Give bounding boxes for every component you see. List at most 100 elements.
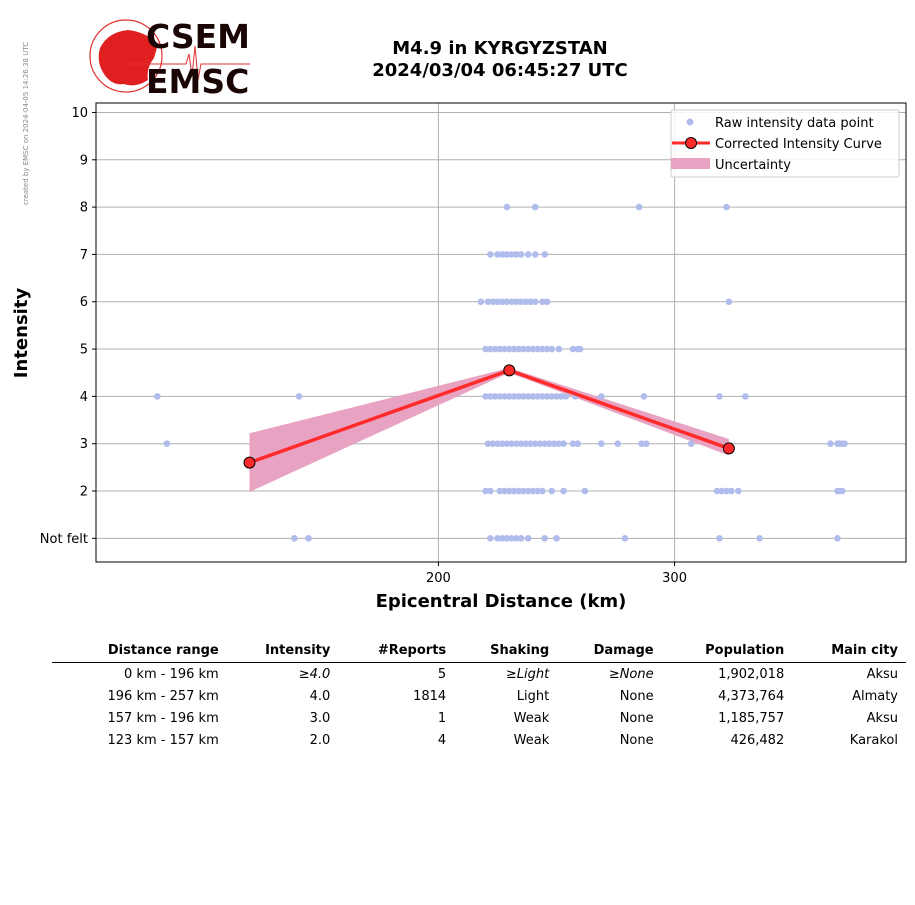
raw-data-point bbox=[524, 487, 532, 495]
raw-data-point bbox=[531, 298, 539, 306]
raw-data-point bbox=[496, 487, 504, 495]
plot-area bbox=[96, 103, 906, 562]
raw-data-point bbox=[482, 487, 489, 495]
raw-data-point bbox=[529, 487, 537, 495]
cell-shaking: ≥Light bbox=[505, 667, 550, 682]
table-row: 0 km - 196 km ≥4.0 5 ≥Light ≥None 1,902,… bbox=[52, 663, 906, 686]
legend-box bbox=[670, 109, 900, 178]
raw-data-point bbox=[640, 393, 648, 400]
cell-population: 1,185,757 bbox=[718, 711, 785, 726]
cell-shaking: Light bbox=[516, 689, 550, 704]
globe-icon bbox=[89, 19, 163, 93]
raw-data-point bbox=[635, 203, 643, 211]
raw-data-point bbox=[569, 440, 577, 448]
raw-data-point bbox=[557, 393, 565, 400]
y-tick-label: 10 bbox=[71, 106, 88, 121]
table-row: 196 km - 257 km 4.0 1814 Light None 4,37… bbox=[52, 685, 906, 707]
raw-data-point bbox=[154, 393, 161, 400]
raw-data-point bbox=[520, 345, 527, 353]
legend-curve-marker bbox=[685, 137, 697, 149]
cell-city: Almaty bbox=[852, 689, 898, 704]
raw-data-point bbox=[508, 535, 515, 542]
cell-population: 4,373,764 bbox=[718, 689, 785, 704]
y-tick-label: 9 bbox=[80, 153, 88, 168]
cell-reports: 1814 bbox=[413, 689, 447, 704]
raw-data-point bbox=[515, 487, 523, 495]
raw-data-point bbox=[517, 298, 525, 306]
raw-data-point bbox=[543, 393, 551, 400]
cell-range: 0 km - 196 km bbox=[124, 667, 219, 682]
x-tick-label: 200 bbox=[426, 571, 451, 586]
x-axis-label: Epicentral Distance (km) bbox=[376, 591, 627, 612]
raw-data-point bbox=[517, 535, 525, 542]
raw-data-point bbox=[756, 535, 763, 542]
cell-damage: None bbox=[619, 711, 654, 726]
y-tick-label: 4 bbox=[80, 390, 88, 405]
cell-range: 196 km - 257 km bbox=[107, 689, 219, 704]
cell-shaking: Weak bbox=[513, 733, 550, 748]
legend-raw-marker bbox=[686, 118, 694, 126]
raw-data-point bbox=[614, 440, 622, 448]
raw-data-point bbox=[725, 298, 733, 306]
raw-data-point bbox=[513, 440, 520, 448]
raw-data-point bbox=[498, 298, 506, 306]
y-tick-label: 8 bbox=[80, 201, 88, 216]
y-tick-label: 7 bbox=[80, 248, 88, 263]
cell-damage: None bbox=[619, 733, 654, 748]
cell-city: Karakol bbox=[849, 733, 898, 748]
header-intensity: Intensity bbox=[226, 640, 339, 663]
raw-data-point bbox=[498, 535, 506, 542]
header-damage: Damage bbox=[557, 640, 662, 663]
raw-data-point bbox=[834, 535, 841, 542]
raw-data-point bbox=[508, 440, 515, 448]
raw-data-point bbox=[489, 298, 497, 306]
raw-data-point bbox=[531, 440, 539, 448]
raw-data-point bbox=[574, 440, 582, 448]
raw-data-point bbox=[487, 487, 494, 495]
legend-uncertainty-label: Uncertainty bbox=[715, 158, 791, 173]
cell-range: 123 km - 157 km bbox=[107, 733, 219, 748]
raw-data-point bbox=[482, 345, 489, 353]
raw-data-point bbox=[539, 298, 546, 306]
raw-data-point bbox=[527, 298, 534, 306]
raw-data-point bbox=[560, 487, 567, 495]
cell-city: Aksu bbox=[866, 711, 898, 726]
raw-data-point bbox=[541, 251, 548, 258]
raw-data-point bbox=[581, 487, 589, 495]
y-tick-label: 3 bbox=[80, 437, 88, 452]
raw-data-point bbox=[482, 393, 489, 400]
raw-data-point bbox=[503, 440, 511, 448]
raw-data-point bbox=[598, 440, 605, 448]
raw-data-point bbox=[687, 440, 695, 448]
table-row: 123 km - 157 km 2.0 4 Weak None 426,482 … bbox=[52, 729, 906, 751]
raw-data-point bbox=[494, 535, 501, 542]
raw-points bbox=[154, 203, 848, 542]
table-row: 157 km - 196 km 3.0 1 Weak None 1,185,75… bbox=[52, 707, 906, 729]
intensity-chart: Not felt 2 3 4 5 6 7 8 9 10 200 300 Epicentral Dis… bbox=[11, 102, 907, 612]
raw-data-point bbox=[553, 393, 560, 400]
cell-intensity: 4.0 bbox=[309, 689, 331, 704]
raw-data-point bbox=[555, 440, 563, 448]
legend: Raw intensity data point Corrected Inten… bbox=[670, 109, 900, 178]
chart-title-line2: 2024/03/04 06:45:27 UTC bbox=[372, 60, 628, 81]
raw-data-point bbox=[541, 535, 548, 542]
raw-data-point bbox=[621, 535, 629, 542]
header-population: Population bbox=[661, 640, 793, 663]
raw-data-point bbox=[841, 440, 848, 448]
raw-data-point bbox=[539, 345, 546, 353]
raw-data-point bbox=[510, 393, 518, 400]
cell-city: Aksu bbox=[866, 667, 898, 682]
raw-data-point bbox=[515, 393, 523, 400]
raw-data-point bbox=[510, 487, 518, 495]
raw-data-point bbox=[539, 393, 546, 400]
raw-data-point bbox=[501, 393, 508, 400]
raw-data-point bbox=[520, 393, 527, 400]
legend-raw-label: Raw intensity data point bbox=[715, 116, 874, 131]
raw-data-point bbox=[543, 298, 551, 306]
raw-data-point bbox=[503, 298, 511, 306]
logo-text-csem: CSEM bbox=[146, 18, 250, 56]
raw-data-point bbox=[520, 487, 527, 495]
raw-data-point bbox=[498, 251, 506, 258]
raw-data-point bbox=[505, 487, 513, 495]
cell-range: 157 km - 196 km bbox=[107, 711, 219, 726]
